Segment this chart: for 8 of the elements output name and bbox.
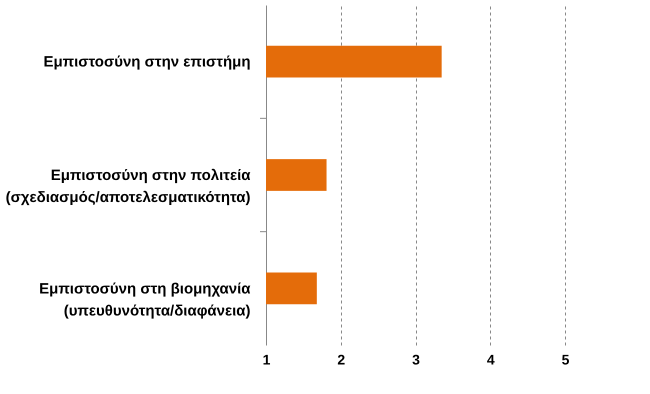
- x-tick-label: 4: [486, 352, 495, 368]
- x-tick-label: 5: [562, 352, 570, 368]
- y-tick-label: Εμπιστοσύνη στη βιομηχανία (υπευθυνότητα/διαφάνεια): [39, 280, 252, 320]
- x-tick-label: 2: [337, 352, 346, 368]
- y-tick-label: Εμπιστοσύνη στην πολιτεία (σχεδιασμός/αποτελεσματικότητα): [6, 167, 252, 206]
- x-tick-label: 3: [412, 352, 420, 368]
- y-tick-label: Εμπιστοσύνη στην επιστήμη: [43, 54, 250, 71]
- x-tick-label: 1: [262, 352, 271, 368]
